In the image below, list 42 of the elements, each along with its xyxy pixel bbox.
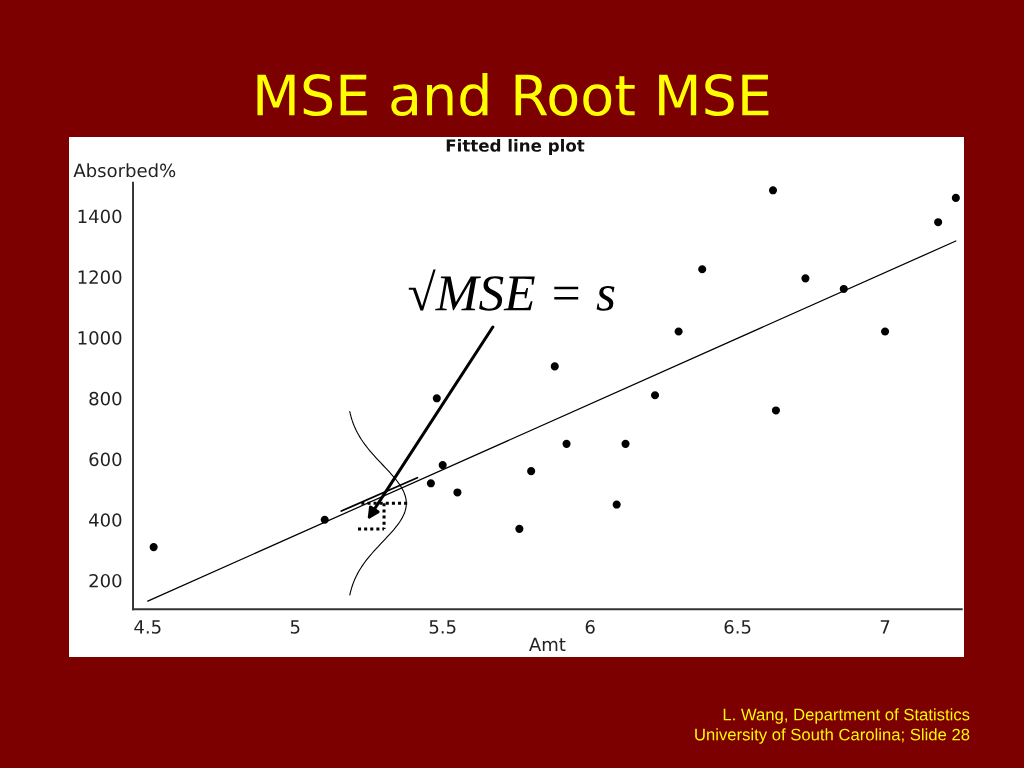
- x-tick-label: 6: [585, 620, 595, 634]
- point: [934, 218, 943, 227]
- y-tick-label: 800: [89, 391, 122, 406]
- point: [881, 327, 890, 336]
- x-tick-label: 5: [290, 620, 300, 634]
- point: [674, 327, 683, 336]
- point: [149, 543, 158, 552]
- chart-title: MSE and Root MSE: [257, 73, 769, 117]
- point: [438, 461, 447, 470]
- point: [801, 274, 810, 283]
- text: L. Wang, Department of Statistics: [723, 708, 970, 724]
- y-axis-title: Absorbed%: [73, 163, 176, 178]
- y-tick-label: 1200: [78, 270, 122, 284]
- point: [771, 406, 780, 415]
- y-tick-label: 600: [89, 452, 122, 467]
- y-tick-label: 1400: [78, 209, 122, 224]
- x-tick-label: 6.5: [724, 620, 751, 634]
- point: [612, 500, 621, 509]
- x-axis-title: Amt: [529, 637, 566, 651]
- point: [562, 439, 571, 448]
- point: [453, 488, 462, 497]
- x-tick-label: 7: [880, 620, 890, 634]
- point: [527, 467, 536, 476]
- point: [320, 515, 329, 524]
- y-tick-label: 1000: [78, 331, 122, 345]
- point: [426, 479, 435, 488]
- annotation: √MSE = s: [408, 269, 615, 311]
- point: [432, 394, 441, 403]
- y-tick-label: 400: [89, 513, 122, 527]
- point: [839, 284, 848, 294]
- x-tick-label: 5.5: [429, 620, 456, 634]
- point: [550, 362, 559, 371]
- chart-subtitle: Fitted line plot: [446, 138, 585, 156]
- point: [621, 439, 630, 448]
- y-tick-label: 200: [89, 573, 122, 588]
- point: [768, 186, 778, 195]
- text: University of South Carolina; Slide 28: [695, 728, 970, 744]
- point: [515, 524, 524, 533]
- point: [650, 391, 660, 400]
- x-tick-label: 4.5: [134, 620, 161, 634]
- point: [698, 265, 707, 274]
- point: [951, 193, 960, 202]
